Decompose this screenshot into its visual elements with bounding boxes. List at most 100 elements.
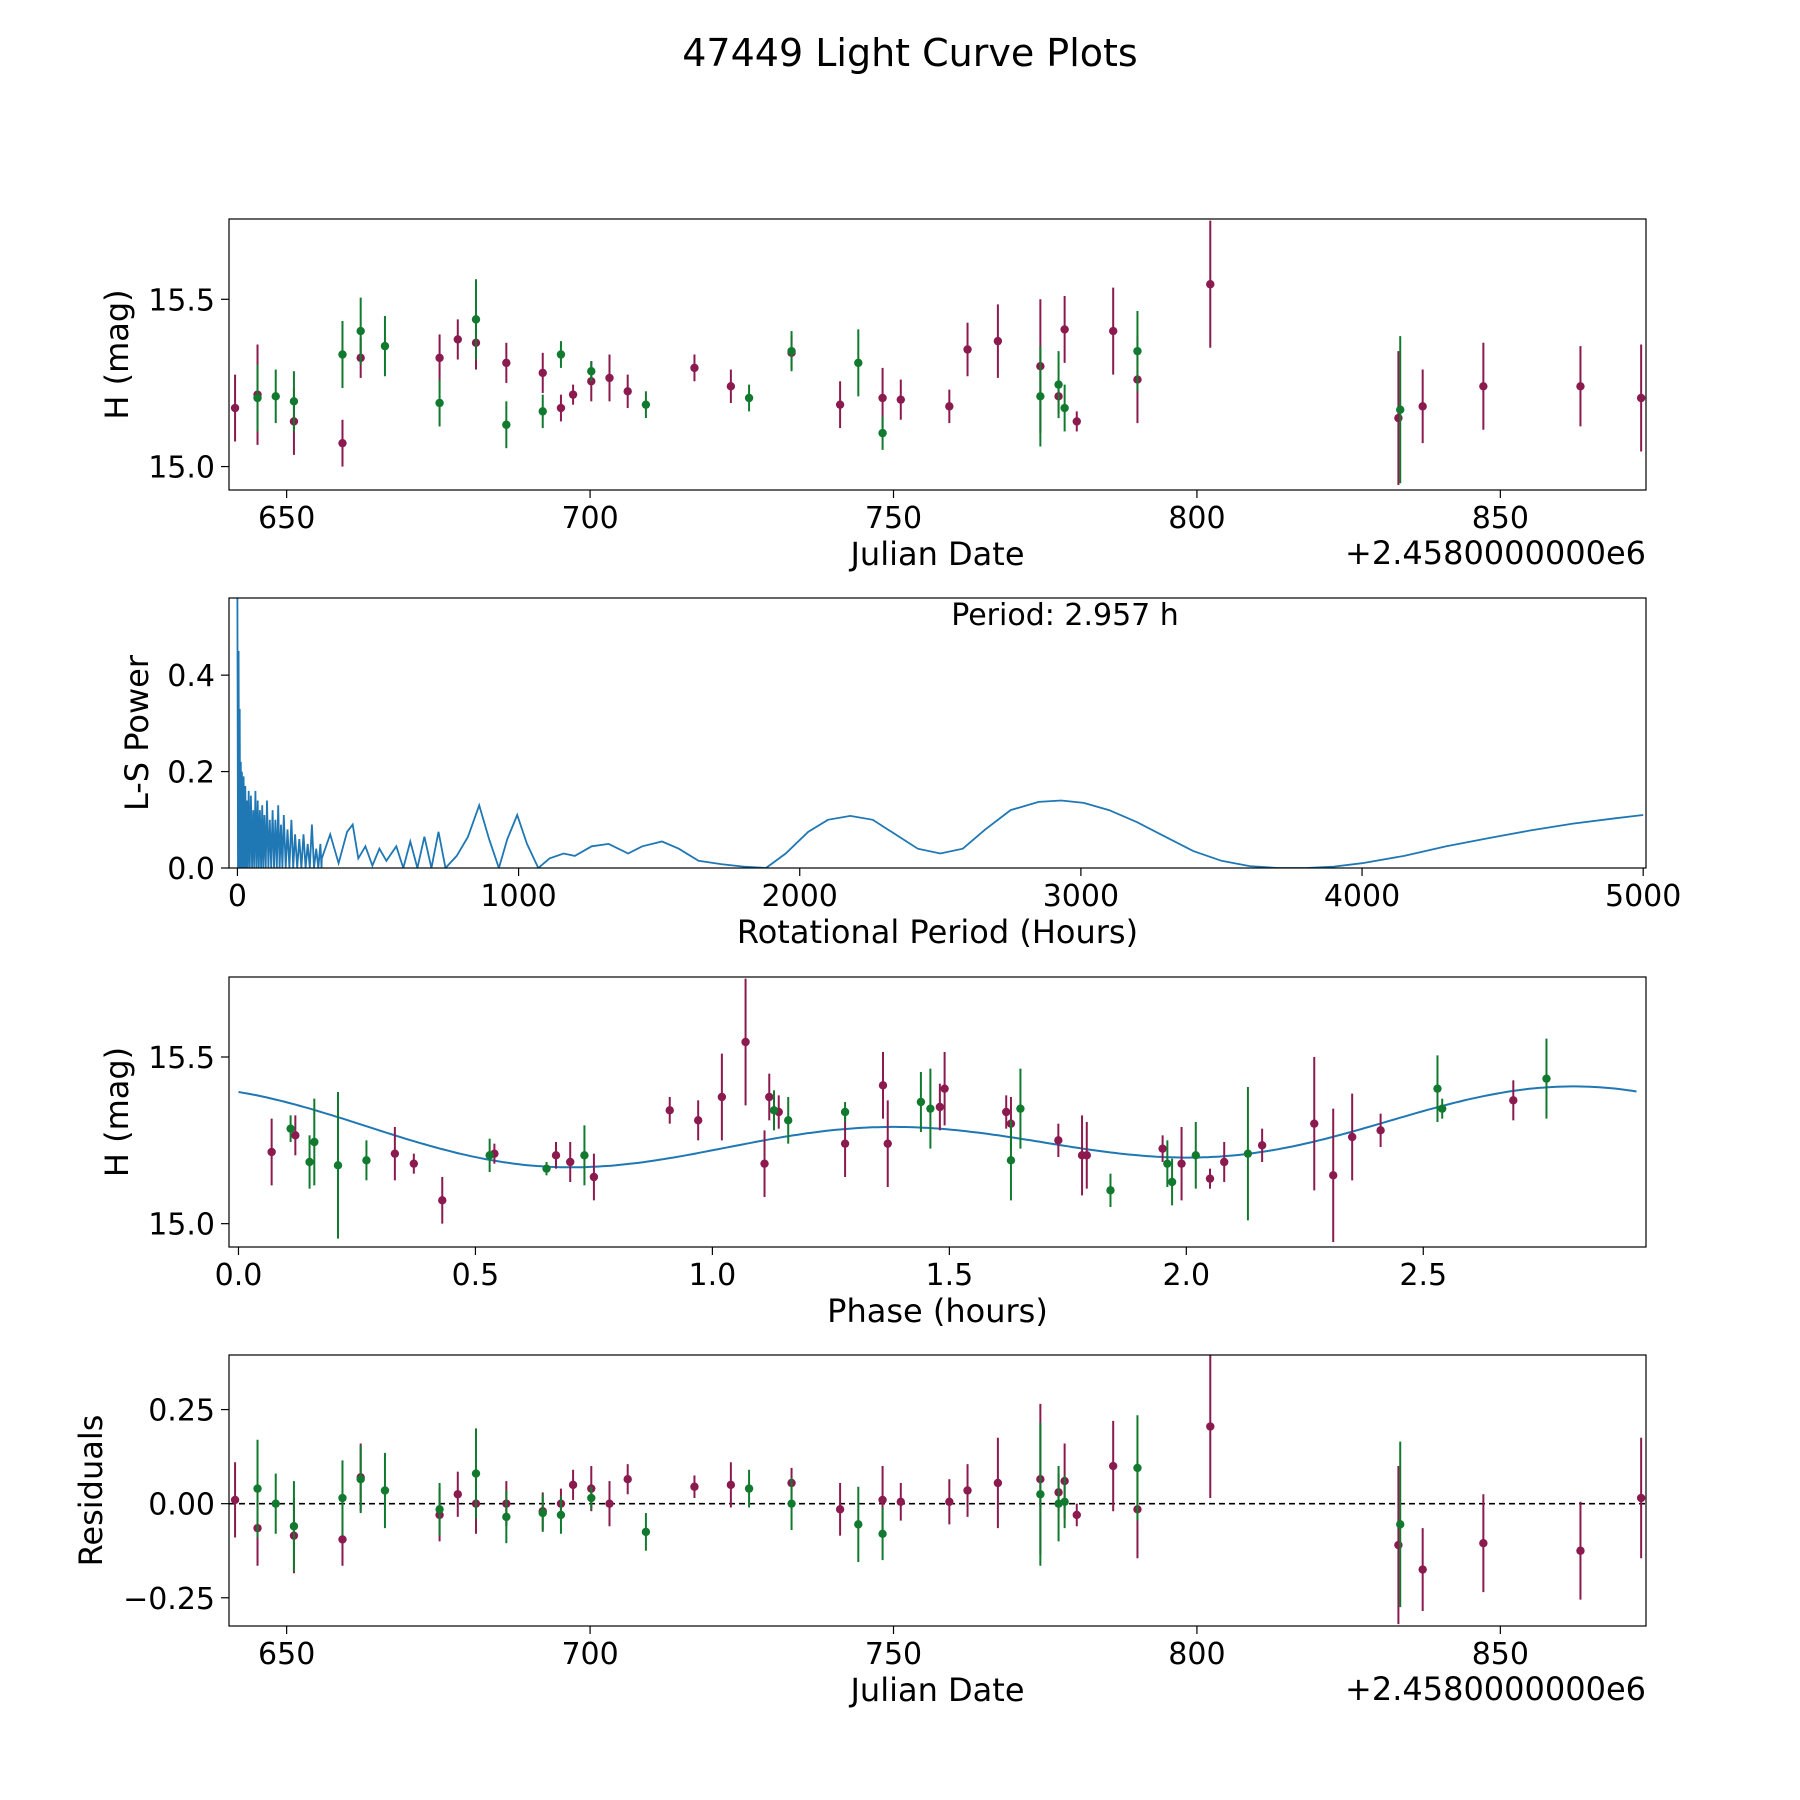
residuals-xtick-label: 750 [865, 1637, 922, 1672]
residuals-data-point [471, 1469, 481, 1478]
residuals-data-point [1133, 1463, 1142, 1473]
periodogram-xtick-label: 4000 [1324, 879, 1400, 914]
phased-data-point [1329, 1171, 1338, 1180]
lightcurve-data-point [230, 403, 240, 413]
phased-data-point [665, 1106, 674, 1115]
phased-data-point [390, 1149, 400, 1158]
phased-panel: 0.0 0.5 1.0 1.5 2.0 2.5 15.0 15.5 Phase (hours) H… [98, 976, 1647, 1330]
phased-data-point [1167, 1177, 1177, 1187]
lightcurve-data-point [896, 395, 905, 404]
lightcurve-series-green [253, 279, 1405, 484]
lightcurve-xlabel: Julian Date [848, 535, 1024, 573]
periodogram-xtick-label: 2000 [762, 879, 838, 914]
residuals-data-point [726, 1480, 736, 1490]
phased-data-point [741, 1037, 750, 1047]
lightcurve-data-point [338, 438, 347, 448]
residuals-data-point [1576, 1546, 1585, 1555]
phased-data-point [693, 1116, 703, 1125]
lightcurve-data-point [854, 358, 863, 368]
phased-data-point [935, 1102, 945, 1112]
lightcurve-data-point [453, 335, 462, 344]
lightcurve-xtick-label: 800 [1168, 501, 1225, 536]
phased-data-point [286, 1124, 295, 1133]
phased-data-point [362, 1156, 371, 1165]
residuals-ytick-label: −0.25 [123, 1582, 215, 1617]
lightcurve-panel: 650 700 750 800 850 15.0 15.5 Julian Date H (mag… [98, 218, 1647, 573]
phased-data-point [589, 1172, 599, 1182]
phased-data-point [878, 1081, 888, 1090]
lightcurve-data-point [1072, 417, 1081, 426]
lightcurve-data-point [435, 353, 444, 363]
phased-data-point [784, 1116, 793, 1125]
lightcurve-data-point [471, 315, 481, 324]
phased-data-point [1106, 1186, 1115, 1195]
residuals-data-point [380, 1486, 390, 1495]
phased-data-point [760, 1159, 769, 1168]
residuals-data-point [338, 1493, 347, 1503]
residuals-xtick-label: 700 [561, 1637, 618, 1672]
lightcurve-data-point [356, 326, 365, 336]
phased-data-point [1257, 1141, 1267, 1150]
residuals-ytick-label: 0.25 [148, 1394, 215, 1429]
lightcurve-data-point [1133, 346, 1142, 356]
periodogram-ytick-label: 0.0 [167, 852, 215, 887]
periodogram-panel: 0 1000 2000 3000 4000 5000 0.0 0.2 0.4 Rotational… [118, 597, 1681, 951]
phased-data-point [1310, 1119, 1319, 1128]
residuals-data-point [945, 1497, 954, 1506]
phased-xtick-label: 2.5 [1399, 1258, 1447, 1293]
residuals-data-point [556, 1510, 566, 1520]
phased-data-point [1220, 1157, 1229, 1167]
phased-data-point [267, 1147, 276, 1157]
phased-data-point [840, 1107, 850, 1117]
phased-data-point [840, 1139, 850, 1148]
phased-data-point [1016, 1104, 1025, 1113]
phased-data-point [1177, 1159, 1186, 1168]
lightcurve-data-point [835, 400, 845, 409]
residuals-ytick-label: 0.00 [148, 1488, 215, 1523]
residuals-xtick-label: 650 [258, 1637, 315, 1672]
residuals-data-point [230, 1495, 240, 1505]
lightcurve-xtick-label: 700 [561, 501, 618, 536]
residuals-data-point [289, 1522, 299, 1531]
residuals-data-point [587, 1493, 596, 1503]
lightcurve-data-point [289, 397, 299, 406]
periodogram-curve [236, 598, 1644, 868]
phased-data-point [1006, 1156, 1016, 1165]
phased-data-point [1376, 1126, 1385, 1135]
phased-data-point [883, 1139, 892, 1148]
figure-title: 47449 Light Curve Plots [682, 31, 1137, 75]
residuals-data-point [1060, 1497, 1069, 1506]
phased-data-point [1438, 1104, 1447, 1113]
phased-data-point [566, 1157, 575, 1167]
lightcurve-data-point [878, 393, 887, 403]
lightcurve-data-point [1054, 380, 1063, 389]
periodogram-xtick-label: 1000 [480, 879, 556, 914]
residuals-data-point [1418, 1565, 1427, 1574]
phased-ytick-label: 15.0 [148, 1208, 215, 1243]
phased-data-point [310, 1137, 319, 1147]
lightcurve-data-point [1036, 392, 1045, 401]
residuals-xlabel: Julian Date [848, 1671, 1024, 1709]
residuals-data-point [1479, 1538, 1488, 1548]
lightcurve-data-point [556, 403, 566, 413]
residuals-frame [228, 1354, 1647, 1627]
residuals-data-point [854, 1520, 863, 1529]
lightcurve-data-point [1394, 413, 1403, 423]
phased-ylabel: H (mag) [98, 1047, 136, 1177]
lightcurve-data-point [744, 393, 754, 403]
phased-data-point [291, 1131, 300, 1140]
phased-data-point [765, 1092, 774, 1102]
lightcurve-data-point [380, 341, 390, 351]
phased-data-point [1542, 1074, 1551, 1083]
phased-plot-area [238, 978, 1637, 1242]
phased-xtick-label: 2.0 [1162, 1258, 1210, 1293]
residuals-ylabel: Residuals [72, 1415, 110, 1567]
phased-data-point [1163, 1159, 1172, 1168]
phased-data-point [485, 1151, 494, 1160]
phased-data-point [926, 1104, 935, 1113]
lightcurve-data-point [538, 407, 547, 416]
residuals-data-point [744, 1484, 754, 1493]
lightcurve-data-point [641, 400, 651, 409]
lightcurve-frame [228, 218, 1647, 491]
residuals-data-point [835, 1505, 845, 1514]
